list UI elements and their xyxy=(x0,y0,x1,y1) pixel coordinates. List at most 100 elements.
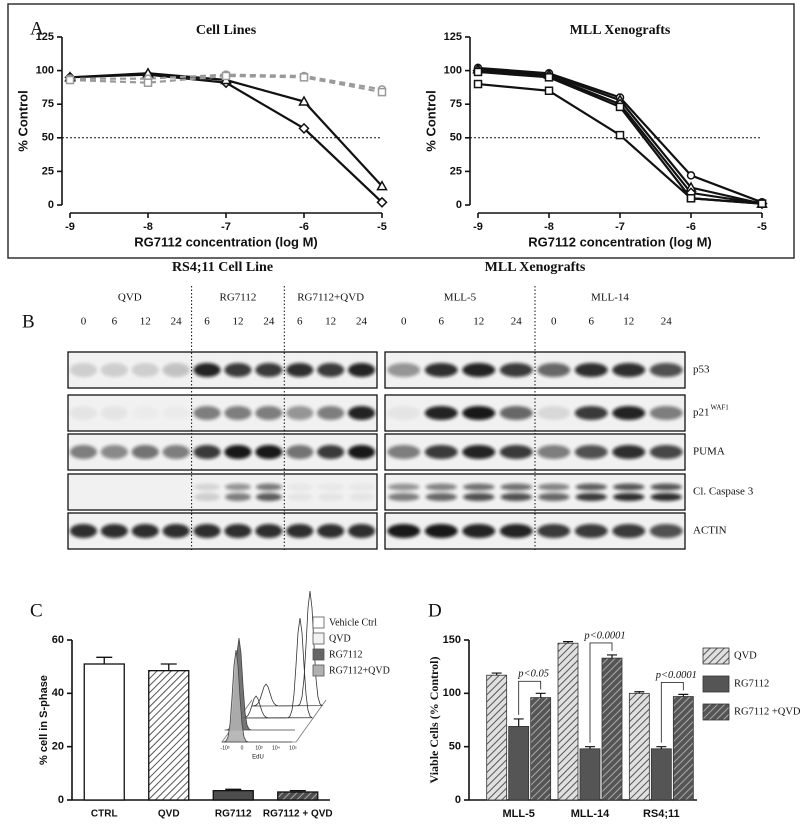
error-bar xyxy=(634,691,645,694)
blot-band xyxy=(193,524,221,538)
panel-letter: C xyxy=(30,600,43,621)
marker xyxy=(221,71,231,81)
error-bar xyxy=(160,663,177,671)
blot-band xyxy=(255,524,283,538)
blot-title: RS4;11 Cell Line xyxy=(172,260,273,275)
blot-band xyxy=(612,445,646,459)
blot-band xyxy=(499,524,533,538)
lane-label: 24 xyxy=(171,316,183,328)
lane-label: 0 xyxy=(81,316,87,328)
bar xyxy=(530,697,552,801)
marker xyxy=(544,86,554,96)
y-tick-label: 100 xyxy=(443,687,461,699)
blot-band xyxy=(317,445,345,459)
error-bar xyxy=(225,788,242,791)
blot-band xyxy=(69,524,98,538)
error-bar xyxy=(513,718,524,727)
legend-label: RG7112 +QVD xyxy=(734,706,800,717)
inset-tick-label: 0 xyxy=(241,745,244,751)
blot-band xyxy=(462,363,496,377)
x-tick-label: -8 xyxy=(143,221,153,233)
x-tick-label: CTRL xyxy=(91,809,118,820)
lane-label: 0 xyxy=(401,316,407,328)
group-label: QVD xyxy=(118,292,142,304)
blot-band xyxy=(425,493,457,501)
y-tick-label: 0 xyxy=(48,199,54,211)
blot-band xyxy=(612,363,646,377)
x-tick-label: MLL-14 xyxy=(571,808,610,820)
blot-band xyxy=(649,363,683,377)
blot-band xyxy=(348,493,375,501)
x-tick-label: MLL-5 xyxy=(502,808,534,820)
marker xyxy=(757,199,767,208)
y-tick-label: 75 xyxy=(450,98,462,110)
blot-band xyxy=(424,363,458,377)
y-tick-label: 50 xyxy=(449,741,461,753)
lane-label: 24 xyxy=(356,316,368,328)
blot-band xyxy=(387,363,421,377)
x-tick-label: QVD xyxy=(158,809,180,820)
blot-band xyxy=(649,524,683,538)
blot-band xyxy=(613,493,645,501)
x-tick-label: -9 xyxy=(473,221,483,233)
lane-label: 6 xyxy=(589,316,595,328)
blot-band xyxy=(462,406,496,420)
lane-label: 6 xyxy=(439,316,445,328)
inset-histogram xyxy=(221,649,292,743)
blot-band xyxy=(388,483,420,491)
marker xyxy=(686,171,696,180)
blot-band xyxy=(100,524,128,538)
blot-band xyxy=(194,493,221,501)
blot-band xyxy=(500,493,532,501)
blot-band xyxy=(100,363,128,377)
blot-band xyxy=(388,493,420,501)
blot-band xyxy=(347,524,376,538)
marker xyxy=(377,87,387,97)
bar xyxy=(148,670,190,801)
y-tick-label: 75 xyxy=(42,98,54,110)
blot-band xyxy=(162,363,190,377)
row-label: p21 xyxy=(693,407,710,419)
blot-band xyxy=(317,363,345,377)
y-tick-label: 20 xyxy=(52,741,64,753)
y-tick-label: 150 xyxy=(443,634,461,646)
bar xyxy=(628,692,650,801)
blot-band xyxy=(387,445,421,459)
blot-band xyxy=(537,524,571,538)
inset-tick-label: 10³ xyxy=(255,745,263,751)
group-label: MLL-14 xyxy=(591,292,629,304)
inset-histogram xyxy=(251,590,324,707)
inset-histogram xyxy=(241,617,314,719)
y-tick-label: 0 xyxy=(456,199,462,211)
blot-band xyxy=(424,445,458,459)
bar xyxy=(579,748,601,801)
x-tick-label: -5 xyxy=(377,221,387,233)
y-tick-label: 125 xyxy=(444,31,462,43)
blot-band xyxy=(424,524,458,538)
lane-label: 12 xyxy=(232,316,243,328)
blot-band xyxy=(255,483,282,491)
lane-label: 0 xyxy=(551,316,557,328)
lane-label: 24 xyxy=(511,316,523,328)
x-tick-label: RS4;11 xyxy=(643,808,680,820)
lane-label: 24 xyxy=(661,316,673,328)
blot-band xyxy=(162,524,190,538)
error-bar xyxy=(585,746,595,749)
series-line xyxy=(69,72,383,187)
error-bar xyxy=(656,746,667,749)
blot-band xyxy=(463,483,495,491)
inset-tick-label: -10³ xyxy=(221,745,230,751)
blot-band xyxy=(537,406,571,420)
x-tick-label: -6 xyxy=(686,221,696,233)
legend-label: QVD xyxy=(329,633,351,644)
bar xyxy=(212,790,254,801)
blot-band xyxy=(649,406,683,420)
blot-band xyxy=(286,406,314,420)
marker xyxy=(686,194,696,203)
bar xyxy=(277,791,319,801)
blot-band xyxy=(575,483,607,491)
error-bar xyxy=(491,672,502,676)
y-tick-label: 0 xyxy=(455,794,461,806)
significance-bracket xyxy=(589,642,613,743)
